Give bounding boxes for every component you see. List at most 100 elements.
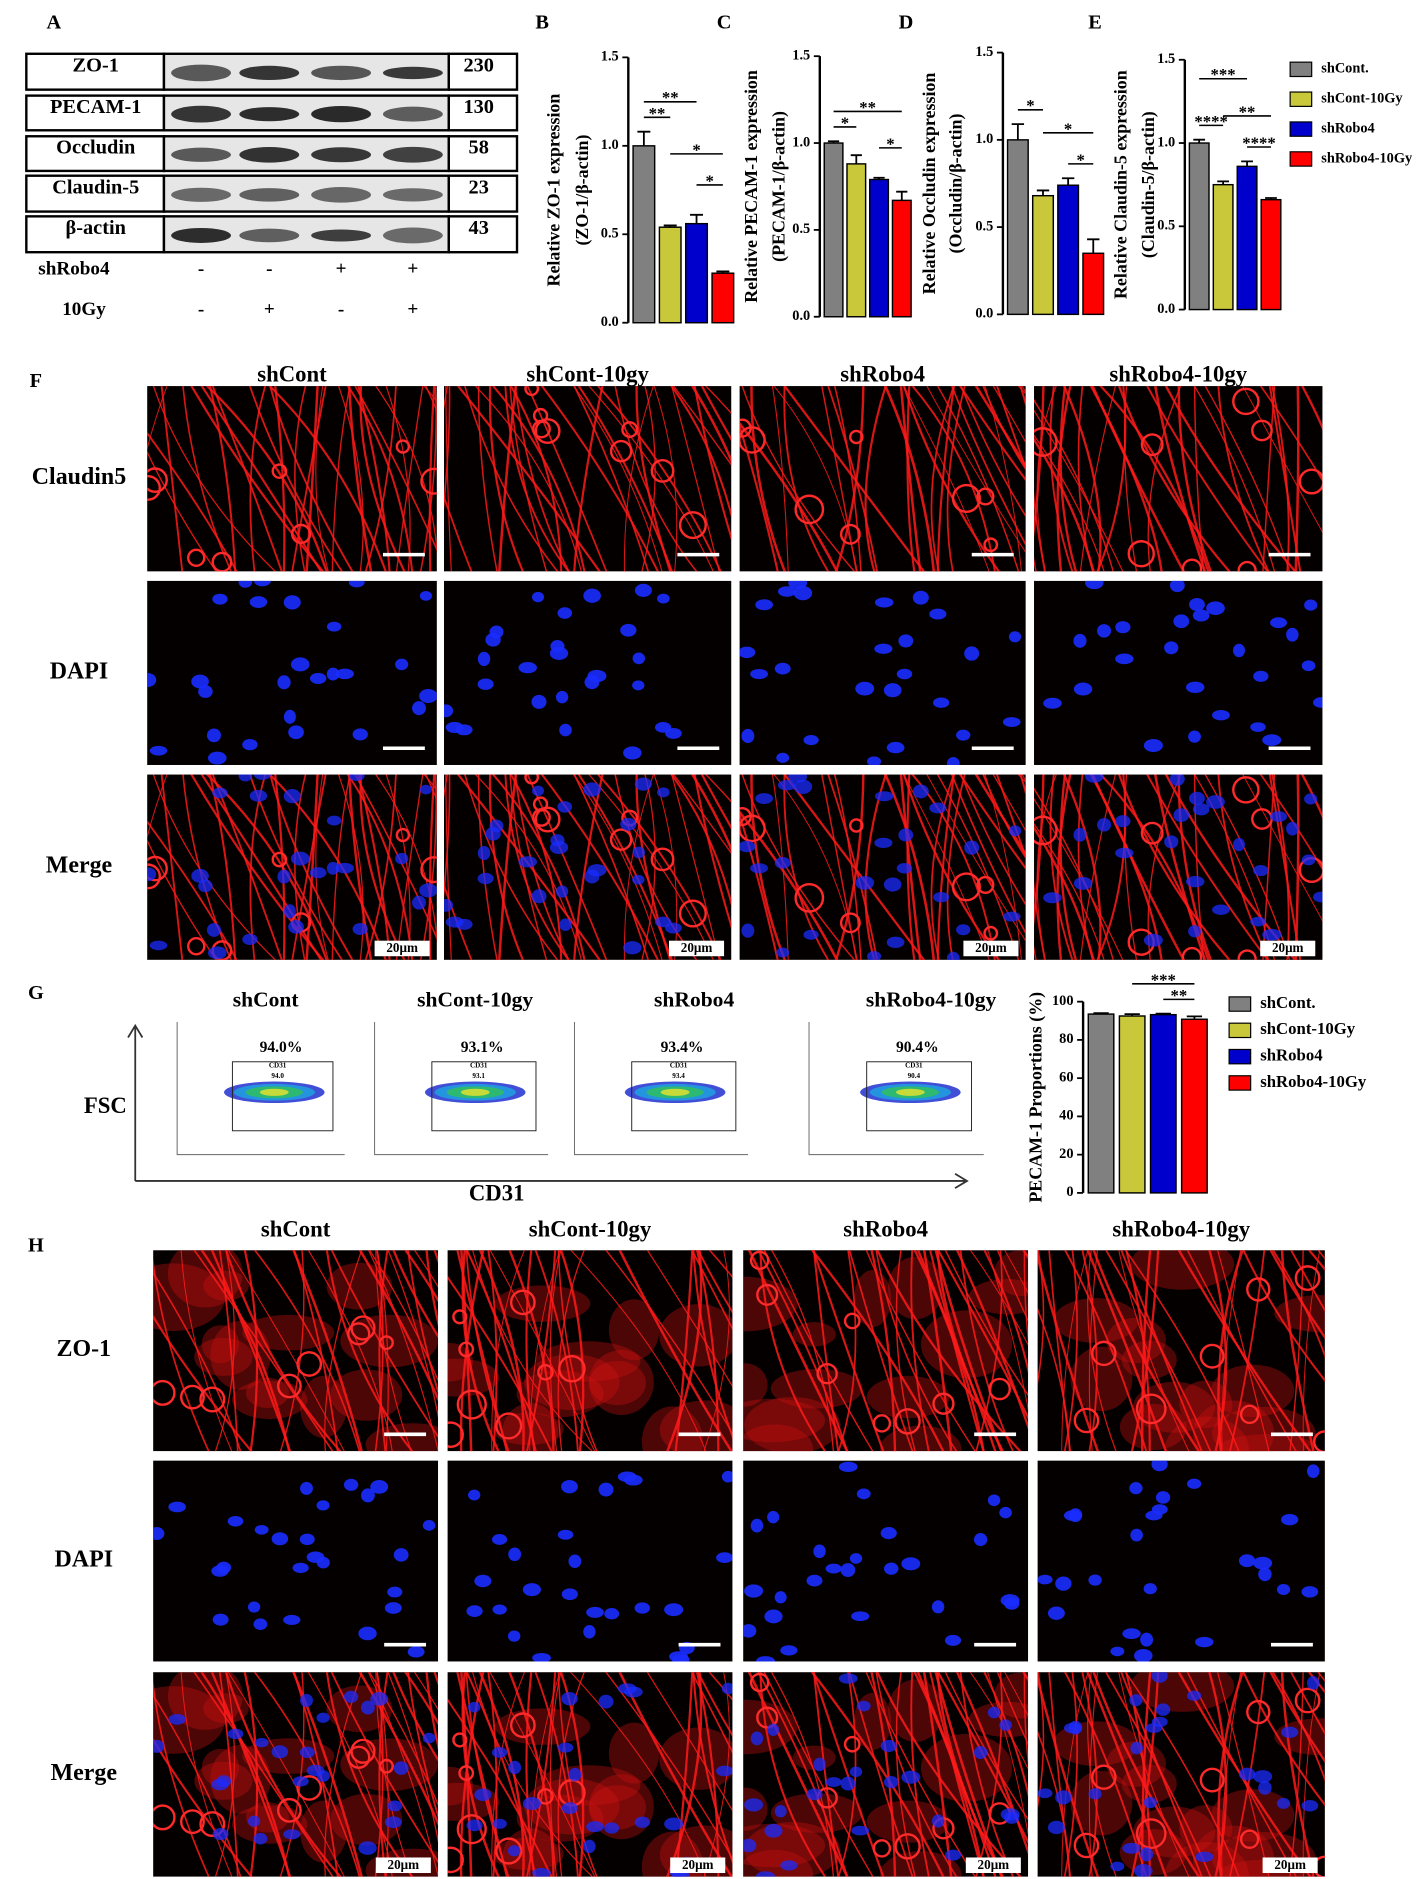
nucleus <box>1140 1847 1154 1862</box>
nucleus <box>886 936 905 949</box>
junction-stain <box>358 1250 439 1402</box>
stain-ring <box>816 1363 838 1385</box>
nucleus <box>247 1601 261 1613</box>
nucleus <box>825 1777 842 1787</box>
panel-label: G <box>28 982 44 1004</box>
blot-band <box>171 147 231 162</box>
stain-glow <box>743 1398 826 1443</box>
nucleus <box>987 1706 1001 1719</box>
nucleus <box>1047 1606 1065 1620</box>
stain-ring <box>1239 1829 1260 1849</box>
junction-stain <box>827 774 879 960</box>
gate <box>231 1061 334 1132</box>
nucleus <box>1088 1788 1102 1800</box>
stain-ring <box>1140 821 1164 845</box>
junction-stain <box>387 1250 439 1419</box>
junction-stain <box>291 386 327 572</box>
nucleus <box>1262 928 1282 941</box>
error-bar <box>1036 189 1050 196</box>
stain-ring <box>1034 815 1058 846</box>
nucleus <box>1212 710 1230 721</box>
nucleus <box>933 891 950 903</box>
nucleus <box>290 657 310 672</box>
nucleus <box>1270 811 1287 822</box>
legend-label: shCont-10Gy <box>1260 1019 1356 1038</box>
column-title: shCont <box>261 1216 331 1241</box>
nucleus <box>238 580 253 588</box>
junction-stain <box>899 386 922 572</box>
junction-stain <box>1092 1250 1201 1452</box>
nucleus <box>384 1602 402 1614</box>
junction-stain <box>508 1672 555 1877</box>
junction-stain <box>331 386 351 572</box>
nucleus <box>1169 580 1185 593</box>
junction-stain <box>294 386 307 572</box>
nucleus <box>964 840 980 855</box>
nucleus <box>568 1554 582 1568</box>
error-bar <box>873 176 885 180</box>
nucleus <box>1097 818 1112 832</box>
nucleus <box>583 782 601 797</box>
junction-stain <box>906 774 916 960</box>
significance-label: * <box>1077 150 1085 169</box>
nucleus <box>1188 925 1201 938</box>
junction-stain <box>1280 1250 1315 1452</box>
micrograph <box>1037 1250 1325 1452</box>
stain-glow <box>1119 1403 1187 1451</box>
stain-ring <box>180 1384 205 1410</box>
nucleus <box>1115 847 1134 859</box>
junction-stain <box>783 386 830 572</box>
nucleus <box>492 1604 507 1615</box>
nucleus <box>716 1765 733 1777</box>
stain-ring <box>153 1379 176 1406</box>
condition-sign: + <box>264 299 275 320</box>
junction-stain <box>403 1672 439 1726</box>
error-bar <box>663 224 677 228</box>
nucleus <box>774 857 791 869</box>
y-tick-label: 0.5 <box>1157 218 1175 234</box>
blot-kda-cell <box>447 215 519 254</box>
stain-ring <box>1135 1818 1167 1850</box>
junction-stain <box>374 1250 384 1452</box>
junction-stain <box>354 774 437 940</box>
junction-stain <box>559 1672 585 1877</box>
stain-glow <box>1211 1789 1295 1842</box>
panel-label: A <box>47 12 62 34</box>
micrograph: 20μm <box>153 1672 439 1877</box>
stain-glow <box>232 1380 308 1420</box>
condition-sign: - <box>338 299 344 320</box>
nucleus <box>750 1731 764 1746</box>
junction-stain <box>243 1250 259 1452</box>
junction-stain <box>693 386 732 541</box>
junction-stain <box>243 1672 259 1877</box>
nucleus <box>1151 1460 1168 1472</box>
nucleus <box>360 1488 375 1503</box>
blot-label-cell <box>25 215 166 254</box>
micrograph-content <box>739 580 1022 765</box>
stain-ring <box>350 1315 376 1341</box>
micrograph-content <box>444 774 732 960</box>
micrograph-content <box>739 774 1026 960</box>
junction-stain <box>227 1250 345 1452</box>
stain-ring <box>839 912 861 934</box>
stain-ring <box>1237 560 1257 572</box>
nucleus <box>912 590 929 605</box>
nucleus <box>557 607 573 619</box>
nucleus <box>855 681 875 696</box>
y-tick-label: 80 <box>1059 1031 1073 1047</box>
junction-stain <box>337 386 364 572</box>
stain-ring <box>350 1738 376 1764</box>
junction-stain <box>1269 1250 1325 1340</box>
junction-stain <box>1259 386 1323 482</box>
nucleus <box>1304 599 1318 611</box>
nucleus <box>1173 614 1190 629</box>
nucleus <box>531 889 547 904</box>
nucleus <box>657 787 670 798</box>
nucleus <box>422 1732 436 1744</box>
condition-sign: + <box>407 299 418 320</box>
nucleus <box>444 898 454 912</box>
junction-stain <box>1317 1672 1325 1683</box>
nucleus <box>776 947 790 958</box>
nucleus <box>1000 1594 1020 1607</box>
junction-stain <box>922 1250 953 1452</box>
